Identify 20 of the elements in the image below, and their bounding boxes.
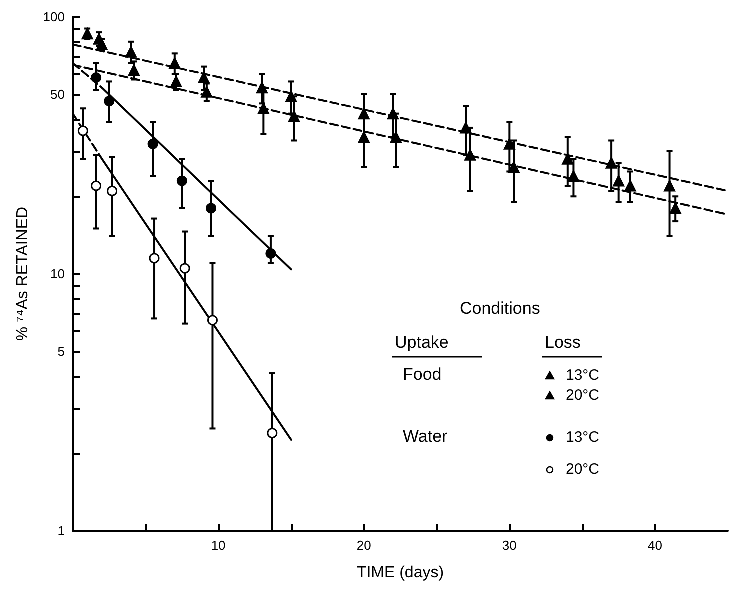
y-axis-title: % ⁷⁴As RETAINED: [14, 206, 32, 342]
y-tick-label: 1: [58, 524, 65, 538]
y-tick-label: 5: [58, 344, 65, 359]
x-axis-title: TIME (days): [356, 564, 444, 582]
x-tick-label: 40: [648, 538, 662, 553]
annotation: Uptake: [395, 333, 449, 352]
y-tick-label: 100: [43, 10, 65, 24]
legend-label: 13°C: [566, 429, 600, 446]
y-tick-label: 50: [50, 86, 65, 102]
annotation: Water: [403, 427, 448, 446]
annotation: Food: [403, 365, 442, 384]
x-tick-label: 10: [211, 538, 226, 553]
legend-label: 20°C: [566, 387, 600, 404]
x-tick-label: 20: [356, 538, 372, 553]
legend-label: 20°C: [566, 461, 600, 478]
y-tick-label: 10: [50, 266, 65, 282]
legend-label: 13°C: [566, 367, 600, 384]
x-tick-label: 30: [502, 538, 517, 553]
legend-title: Conditions: [460, 299, 540, 318]
annotation: Loss: [545, 333, 581, 352]
